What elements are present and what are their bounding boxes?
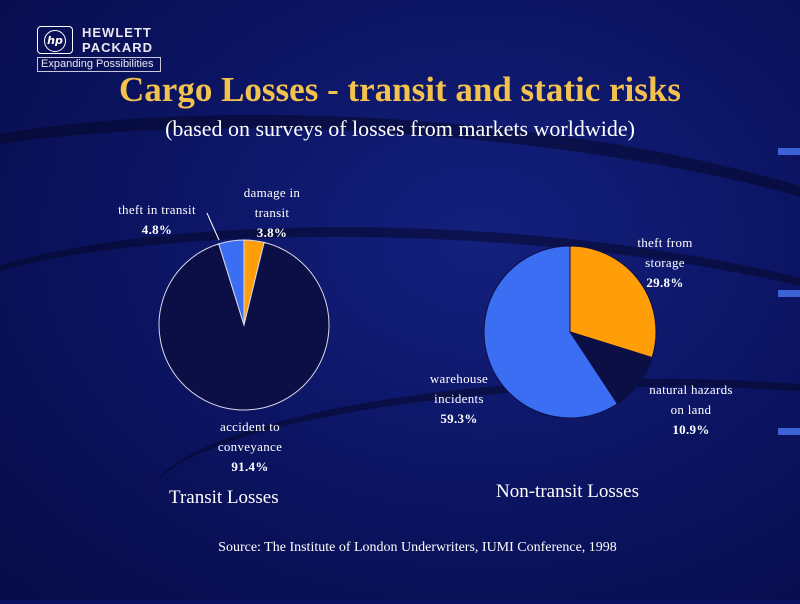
pie-0-slice-1-label-line: accident to <box>220 419 280 434</box>
source-note: Source: The Institute of London Underwri… <box>218 540 617 555</box>
pie-1-slice-2-label-line: incidents <box>434 391 484 406</box>
logo-line-packard: PACKARD <box>82 40 154 55</box>
pie-0-slice-2 <box>218 239 245 326</box>
pie-1-slice-2 <box>483 245 619 419</box>
non-transit-losses-title: Non-transit Losses <box>496 481 640 502</box>
pie-0-slice-1-label-line: 91.4% <box>231 459 268 474</box>
pie-0-slice-0-label: damage in transit 3.8% <box>244 185 301 240</box>
edge-tick-mark <box>778 290 800 297</box>
pie-0-slice-1-label-line: conveyance <box>218 439 282 454</box>
pie-1-slice-2-label-line: warehouse <box>430 371 488 386</box>
hp-logo-icon: hp <box>37 26 73 54</box>
logo-tagline: Expanding Possibilities <box>37 57 161 72</box>
pie-1-slice-0-label-line: storage <box>645 255 685 270</box>
pie-1-slice-2-label: warehouse incidents 59.3% <box>430 371 488 426</box>
pie-1-slice-0-label: theft from storage 29.8% <box>637 235 692 290</box>
logo-line-hewlett: HEWLETT <box>82 25 152 40</box>
pie-0-slice-0-label-line: transit <box>255 205 290 220</box>
pie-1-slice-1-label-line: natural hazards <box>649 382 733 397</box>
pie-0-slice-2-label-line: theft in transit <box>118 202 196 217</box>
pie-0-slice-2-label-line: 4.8% <box>142 222 172 237</box>
pie-1-slice-0-label-line: theft from <box>637 235 692 250</box>
pie-0-slice-1 <box>158 241 330 411</box>
pie-0-slice-0-label-line: damage in <box>244 185 301 200</box>
edge-tick-mark <box>778 148 800 155</box>
edge-tick-mark <box>778 428 800 435</box>
slide-subtitle: (based on surveys of losses from markets… <box>165 116 635 141</box>
pie-1-slice-1-label: natural hazards on land 10.9% <box>649 382 733 437</box>
hp-logo-mark: hp <box>44 30 66 52</box>
hp-logo: hp HEWLETT PACKARD Expanding Possibiliti… <box>37 24 167 74</box>
slide-title: Cargo Losses - transit and static risks <box>119 70 681 109</box>
pie-0-slice-1-label: accident to conveyance 91.4% <box>218 419 282 474</box>
transit-losses-title: Transit Losses <box>169 487 279 508</box>
pie-1-slice-1-label-line: 10.9% <box>672 422 709 437</box>
pie-1-slice-0 <box>569 245 657 359</box>
pie-1-slice-1-label-line: on land <box>671 402 712 417</box>
pie-0-slice-2-label: theft in transit 4.8% <box>118 202 196 237</box>
pie-1-slice-0-label-line: 29.8% <box>646 275 683 290</box>
pie-0-slice-0-label-line: 3.8% <box>257 225 287 240</box>
pie-0-leader-line-2 <box>206 212 220 241</box>
pie-1-slice-2-label-line: 59.3% <box>440 411 477 426</box>
